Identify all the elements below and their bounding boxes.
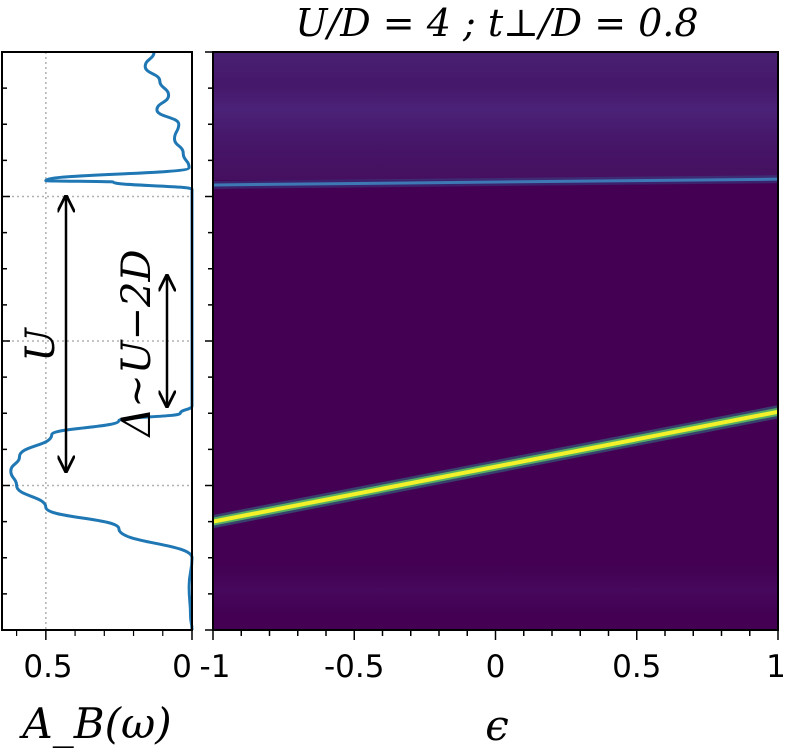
heatmap-features [211, 175, 780, 529]
left-gridlines [2, 52, 192, 630]
right-panel: -1 -0.5 0 0.5 1 ϵ [200, 51, 786, 750]
right-xtick-label: 1 [766, 649, 786, 685]
gap-arrows [66, 197, 167, 472]
annotation-u: U [18, 327, 64, 362]
right-xtick-label: 0 [486, 649, 506, 685]
left-xtick-label: 0.5 [23, 649, 72, 685]
right-tick-labels: -1 -0.5 0 0.5 1 [200, 649, 786, 685]
right-xtick-label: 0.5 [612, 649, 661, 685]
heatmap-upper-band [213, 52, 778, 180]
chart-title: U/D = 4 ; t⊥/D = 0.8 [295, 1, 698, 45]
right-xtick-label: -0.5 [324, 649, 385, 685]
right-xaxis-label: ϵ [485, 701, 509, 750]
left-xtick-label: 0 [172, 649, 192, 685]
upper-band-line [212, 177, 779, 187]
right-xtick-label: -1 [200, 649, 231, 685]
left-panel: 0.5 0 A_B(ω) U Δ~U−2D [1, 51, 194, 748]
lower-band-line [212, 409, 779, 524]
left-plot-frame [1, 51, 193, 631]
heatmap-lower-shade [213, 560, 778, 620]
right-ticks [205, 51, 779, 640]
annotation-delta: Δ~U−2D [114, 249, 160, 438]
left-xaxis-label: A_B(ω) [18, 699, 171, 748]
